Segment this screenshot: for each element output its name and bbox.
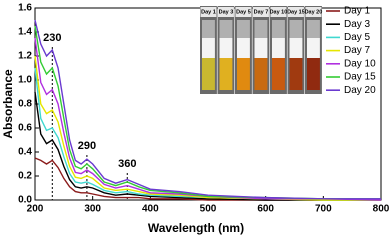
inset-label: Day 3 bbox=[219, 9, 234, 15]
annotation-label: 290 bbox=[78, 140, 96, 152]
x-tick-label: 300 bbox=[84, 204, 101, 215]
legend-label: Day 1 bbox=[344, 6, 371, 17]
vial-liquid bbox=[219, 58, 233, 90]
vial-label bbox=[219, 38, 233, 58]
x-tick-label: 200 bbox=[27, 204, 44, 215]
vial-liquid bbox=[237, 58, 250, 90]
x-tick-label: 600 bbox=[257, 204, 274, 215]
x-tick-label: 800 bbox=[373, 204, 390, 215]
series-line bbox=[34, 157, 381, 201]
legend-label: Day 10 bbox=[344, 58, 376, 69]
photo-label-bg bbox=[253, 7, 269, 17]
vial-top bbox=[272, 20, 285, 38]
vial-label bbox=[237, 38, 250, 58]
vial-liquid bbox=[307, 58, 320, 90]
y-tick-label: 1.2 bbox=[18, 51, 32, 62]
vial-liquid bbox=[202, 58, 215, 90]
legend-label: Day 7 bbox=[344, 45, 371, 56]
photo-label-bg bbox=[235, 7, 252, 17]
y-tick-label: 1.0 bbox=[18, 75, 32, 86]
vial-liquid bbox=[289, 58, 303, 90]
vial-label bbox=[202, 38, 215, 58]
x-tick-label: 500 bbox=[200, 204, 217, 215]
vial-label bbox=[289, 38, 303, 58]
y-tick-label: 0.8 bbox=[18, 99, 32, 110]
legend-label: Day 20 bbox=[344, 85, 376, 96]
x-axis-label: Wavelength (nm) bbox=[148, 221, 244, 235]
series-line bbox=[34, 25, 381, 200]
vial-label bbox=[272, 38, 285, 58]
y-tick-label: 0.6 bbox=[18, 123, 32, 134]
vial-label bbox=[254, 38, 268, 58]
vial-liquid bbox=[272, 58, 285, 90]
inset-label: Day 5 bbox=[236, 9, 251, 15]
x-tick-label: 700 bbox=[315, 204, 332, 215]
inset-label: Day 1 bbox=[201, 9, 216, 15]
photo-label-bg bbox=[305, 7, 322, 17]
series-line bbox=[34, 19, 381, 200]
annotation-label: 360 bbox=[118, 158, 136, 170]
vial-liquid bbox=[254, 58, 268, 90]
legend-label: Day 15 bbox=[344, 72, 376, 83]
annotation-label: 230 bbox=[43, 32, 61, 44]
series-line bbox=[34, 55, 381, 201]
legend-label: Day 5 bbox=[344, 32, 371, 43]
inset-label: Day 7 bbox=[254, 9, 269, 15]
inset-label: Day 15 bbox=[287, 9, 305, 15]
y-tick-label: 1.6 bbox=[18, 3, 32, 14]
series-line bbox=[34, 91, 381, 201]
vial-top bbox=[237, 20, 250, 38]
y-tick-label: 0.2 bbox=[18, 171, 32, 182]
photo-label-bg bbox=[218, 7, 234, 17]
vial-top bbox=[202, 20, 215, 38]
y-tick-label: 0.4 bbox=[18, 147, 32, 158]
vial-top bbox=[254, 20, 268, 38]
photo-label-bg bbox=[200, 7, 217, 17]
vial-top bbox=[289, 20, 303, 38]
inset-label: Day 20 bbox=[305, 9, 323, 15]
vial-top bbox=[219, 20, 233, 38]
y-tick-label: 0.0 bbox=[18, 195, 32, 206]
vial-top bbox=[307, 20, 320, 38]
vial-label bbox=[307, 38, 320, 58]
y-tick-label: 1.4 bbox=[18, 27, 32, 38]
inset-label: Day 10 bbox=[270, 9, 288, 15]
photo-label-bg bbox=[288, 7, 304, 17]
y-axis-label: Absorbance bbox=[1, 69, 15, 139]
photo-label-bg bbox=[270, 7, 287, 17]
legend-label: Day 3 bbox=[344, 19, 371, 30]
x-tick-label: 400 bbox=[142, 204, 159, 215]
